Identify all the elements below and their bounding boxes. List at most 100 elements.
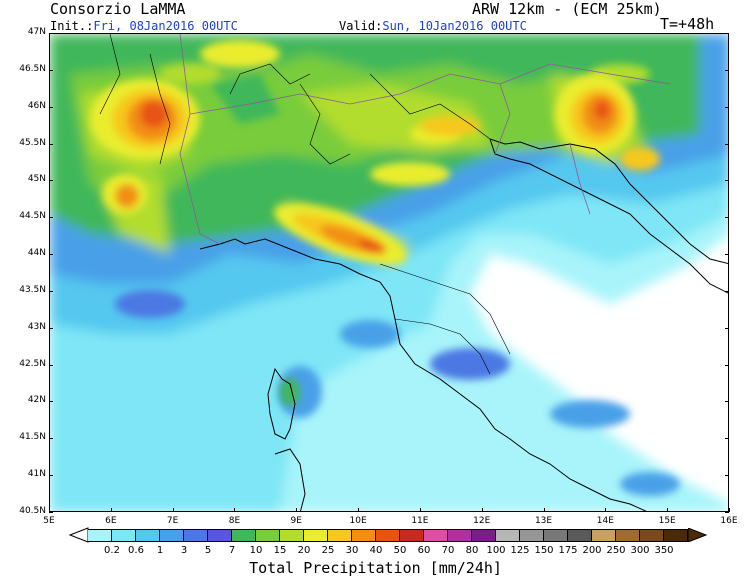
lat-tick <box>49 69 53 71</box>
lat-tick <box>49 217 53 219</box>
lat-tick <box>49 143 53 145</box>
valid-line: Valid:Sun, 10Jan2016 00UTC <box>339 18 527 34</box>
lon-tick <box>234 508 236 512</box>
colorbar-cell <box>472 529 496 542</box>
lat-tick <box>725 33 729 34</box>
provider-title: Consorzio LaMMA <box>50 0 186 18</box>
lat-label: 45.5N <box>19 137 46 148</box>
lon-label: 10E <box>349 516 367 526</box>
colorbar-label: 200 <box>582 545 602 556</box>
precipitation-map <box>49 33 729 512</box>
lat-tick <box>725 180 729 182</box>
lat-tick <box>49 401 53 403</box>
lat-label: 40.5N <box>19 506 46 516</box>
lon-tick <box>481 508 483 512</box>
lon-label: 8E <box>228 516 241 526</box>
colorbar-label: 1 <box>156 545 164 556</box>
colorbar-cell <box>520 529 544 542</box>
lon-tick <box>358 508 360 512</box>
lat-tick <box>725 475 729 477</box>
colorbar-cell <box>136 529 160 542</box>
lon-label: 6E <box>105 516 117 526</box>
colorbar-cell <box>352 529 376 542</box>
colorbar-cell <box>640 529 664 542</box>
colorbar-label: 30 <box>345 545 359 556</box>
model-title: ARW 12km - (ECM 25km) <box>472 0 662 18</box>
precipitation-field <box>50 34 728 511</box>
lon-tick <box>543 508 545 512</box>
lat-label: 43N <box>27 321 46 332</box>
colorbar-cell <box>568 529 592 542</box>
lat-label: 46N <box>27 100 46 111</box>
lat-tick <box>49 254 53 256</box>
lon-label: 11E <box>411 516 429 526</box>
lon-tick <box>110 508 112 512</box>
lon-label: 9E <box>290 516 302 526</box>
colorbar-cell <box>544 529 568 542</box>
colorbar-label: 7 <box>228 545 236 556</box>
colorbar-cell <box>664 529 688 542</box>
lat-tick <box>725 69 729 71</box>
lat-tick <box>49 180 53 182</box>
lat-label: 42N <box>27 395 46 406</box>
valid-label: Valid: <box>339 19 383 33</box>
colorbar-label: 175 <box>558 545 578 556</box>
lat-label: 41N <box>27 469 46 480</box>
lat-tick <box>49 512 53 513</box>
colorbar-label: 125 <box>510 545 530 556</box>
lat-tick <box>725 512 729 513</box>
lon-label: 12E <box>473 516 491 526</box>
colorbar-title: Total Precipitation [mm/24h] <box>249 559 502 577</box>
init-label: Init.: <box>50 19 94 33</box>
lat-tick <box>725 401 729 403</box>
colorbar-label: 10 <box>249 545 263 556</box>
lat-tick <box>725 217 729 219</box>
colorbar-label: 5 <box>204 545 212 556</box>
colorbar-label: 0.6 <box>128 545 144 556</box>
colorbar-label: 300 <box>630 545 650 556</box>
colorbar-cell <box>448 529 472 542</box>
lon-tick <box>172 508 174 512</box>
init-line: Init.:Fri, 08Jan2016 00UTC <box>50 18 238 34</box>
lon-label: 14E <box>596 516 614 526</box>
colorbar-cell <box>496 529 520 542</box>
colorbar-label: 250 <box>606 545 626 556</box>
colorbar-label: 40 <box>369 545 383 556</box>
lat-tick <box>725 143 729 145</box>
lat-label: 45N <box>27 174 46 185</box>
colorbar-label: 20 <box>297 545 311 556</box>
lat-tick <box>49 438 53 440</box>
colorbar-label: 0.2 <box>104 545 120 556</box>
colorbar-cell <box>112 529 136 542</box>
lat-label: 43.5N <box>19 284 46 295</box>
lat-label: 47N <box>27 27 46 37</box>
lon-label: 5E <box>43 516 55 526</box>
lat-tick <box>725 290 729 292</box>
lat-label: 42.5N <box>19 358 46 369</box>
colorbar-cell <box>184 529 208 542</box>
lat-label: 46.5N <box>19 63 46 74</box>
colorbar-label: 150 <box>534 545 554 556</box>
colorbar-cell <box>328 529 352 542</box>
lon-label: 15E <box>658 516 676 526</box>
lat-tick <box>49 364 53 366</box>
lat-tick <box>725 327 729 329</box>
colorbar-cell <box>88 529 112 542</box>
lon-tick <box>667 508 669 512</box>
lon-tick <box>419 508 421 512</box>
colorbar-label: 100 <box>486 545 506 556</box>
lat-tick <box>49 106 53 108</box>
lead-time: T=+48h <box>660 15 715 33</box>
lat-tick <box>49 33 53 34</box>
init-value: Fri, 08Jan2016 00UTC <box>93 19 238 33</box>
colorbar-cell <box>376 529 400 542</box>
colorbar-cell <box>592 529 616 542</box>
colorbar-cell <box>304 529 328 542</box>
lon-tick <box>49 508 50 512</box>
lat-tick <box>49 475 53 477</box>
lon-tick <box>729 508 730 512</box>
lat-tick <box>725 254 729 256</box>
lat-tick <box>49 290 53 292</box>
colorbar-cell <box>232 529 256 542</box>
colorbar-cell <box>616 529 640 542</box>
